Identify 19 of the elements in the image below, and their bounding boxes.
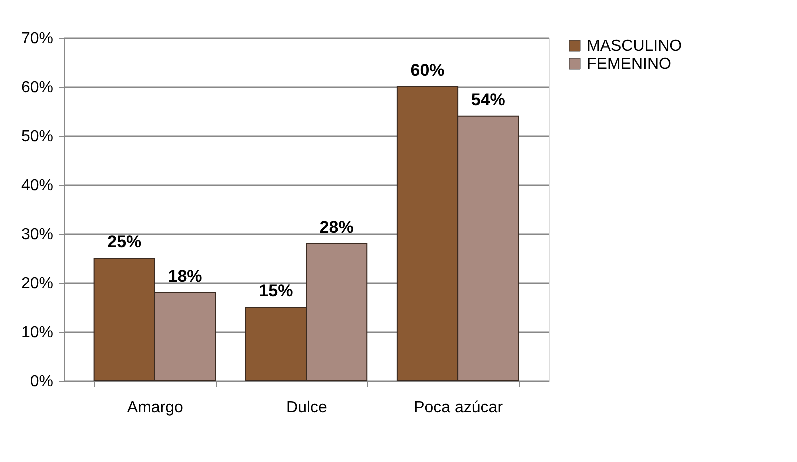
x-tick-label: Poca azúcar: [414, 400, 504, 416]
text: 15%: [259, 282, 294, 300]
text: 18%: [168, 266, 202, 286]
y-tick-label: 30%: [21, 226, 54, 244]
text: 60%: [410, 61, 445, 80]
y-tick-label: 10%: [21, 324, 54, 342]
x-tick-label: Amargo: [127, 400, 184, 416]
y-tick-label: 20%: [21, 276, 54, 292]
y-tick-label: 60%: [21, 80, 54, 96]
y-tick-label: 0%: [30, 374, 54, 390]
y-tick-label: 50%: [21, 128, 54, 146]
legend-label: FEMENINO: [587, 56, 672, 73]
legend-label: MASCULINO: [587, 38, 682, 55]
x-tick-label: Dulce: [286, 400, 328, 416]
y-tick-label: 70%: [21, 30, 54, 48]
y-tick-label: 40%: [21, 178, 54, 194]
text: 54%: [471, 90, 506, 110]
text: 28%: [320, 218, 354, 237]
text: 25%: [108, 232, 142, 252]
